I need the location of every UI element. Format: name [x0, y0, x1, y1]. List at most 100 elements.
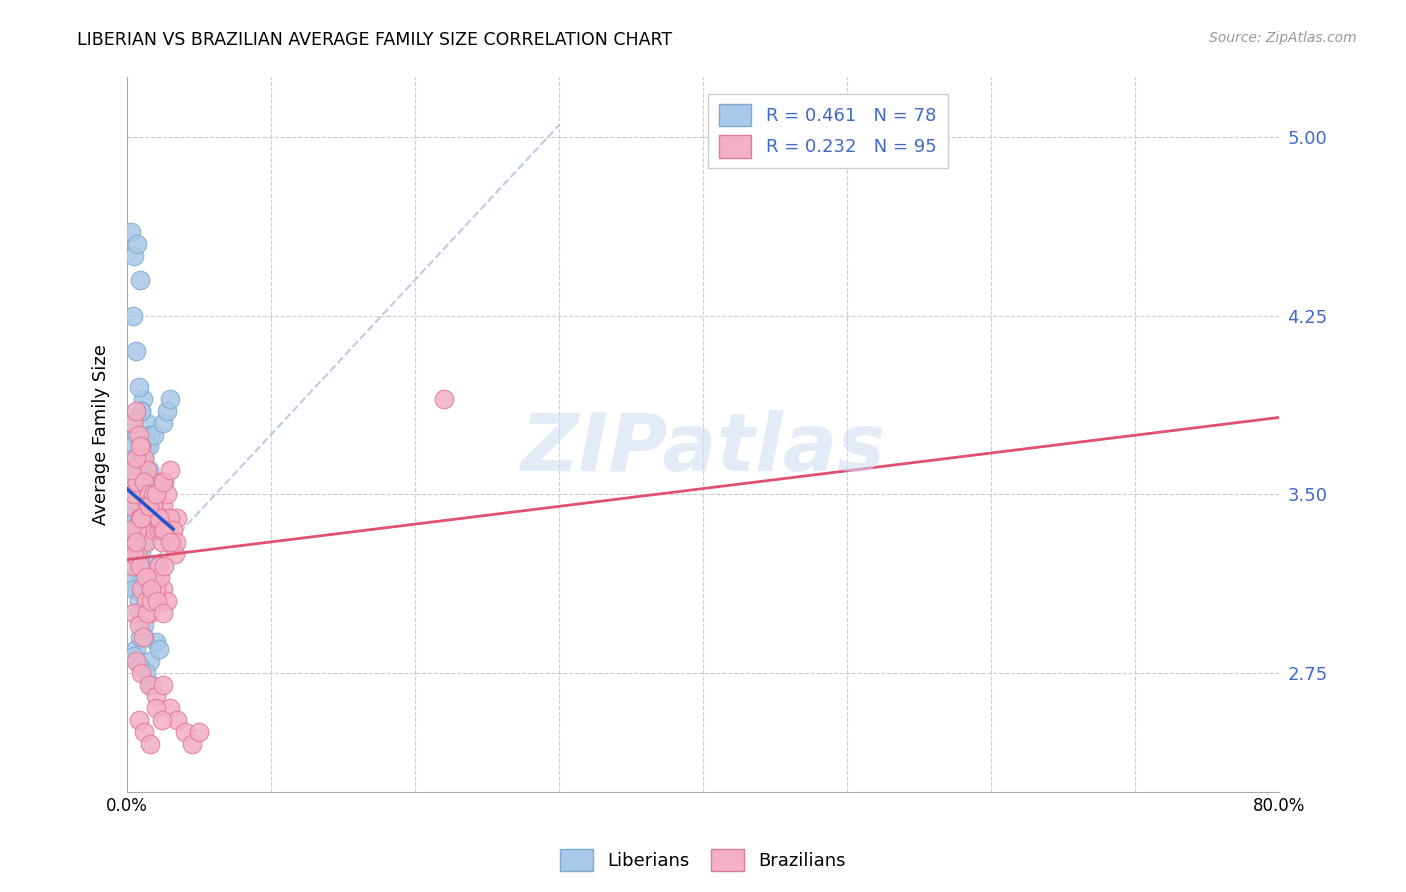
- Point: [129, 273, 152, 287]
- Point: [148, 523, 170, 537]
- Point: [136, 499, 159, 513]
- Point: [128, 463, 150, 477]
- Point: [121, 558, 143, 573]
- Point: [134, 475, 156, 490]
- Point: [143, 570, 166, 584]
- Point: [124, 511, 146, 525]
- Point: [134, 451, 156, 466]
- Point: [124, 487, 146, 501]
- Y-axis label: Average Family Size: Average Family Size: [93, 344, 110, 525]
- Point: [120, 440, 142, 454]
- Point: [120, 523, 142, 537]
- Point: [146, 558, 169, 573]
- Point: [166, 511, 188, 525]
- Point: [138, 499, 160, 513]
- Point: [125, 237, 148, 252]
- Point: [122, 570, 145, 584]
- Point: [129, 630, 152, 644]
- Point: [155, 511, 177, 525]
- Point: [124, 451, 146, 466]
- Point: [128, 427, 150, 442]
- Point: [149, 570, 172, 584]
- Point: [121, 511, 143, 525]
- Point: [150, 523, 173, 537]
- Point: [150, 534, 173, 549]
- Point: [149, 475, 172, 490]
- Point: [433, 392, 456, 406]
- Point: [125, 427, 148, 442]
- Point: [145, 487, 167, 501]
- Point: [146, 594, 169, 608]
- Point: [125, 582, 148, 597]
- Point: [131, 440, 153, 454]
- Point: [122, 547, 145, 561]
- Point: [134, 475, 156, 490]
- Point: [122, 582, 145, 597]
- Point: [131, 511, 153, 525]
- Point: [128, 618, 150, 632]
- Point: [118, 487, 141, 501]
- Point: [143, 427, 166, 442]
- Point: [132, 630, 155, 644]
- Point: [128, 523, 150, 537]
- Point: [156, 403, 179, 417]
- Point: [142, 499, 165, 513]
- Point: [141, 594, 163, 608]
- Point: [157, 523, 180, 537]
- Point: [121, 475, 143, 490]
- Text: Source: ZipAtlas.com: Source: ZipAtlas.com: [1209, 31, 1357, 45]
- Point: [166, 713, 188, 727]
- Point: [125, 463, 148, 477]
- Point: [121, 416, 143, 430]
- Point: [120, 499, 142, 513]
- Point: [138, 499, 160, 513]
- Point: [129, 440, 152, 454]
- Point: [129, 558, 152, 573]
- Point: [139, 427, 162, 442]
- Point: [124, 344, 146, 359]
- Point: [152, 499, 174, 513]
- Point: [165, 534, 187, 549]
- Point: [156, 594, 179, 608]
- Text: LIBERIAN VS BRAZILIAN AVERAGE FAMILY SIZE CORRELATION CHART: LIBERIAN VS BRAZILIAN AVERAGE FAMILY SIZ…: [77, 31, 672, 49]
- Point: [132, 523, 155, 537]
- Point: [131, 451, 153, 466]
- Point: [128, 713, 150, 727]
- Point: [180, 737, 202, 751]
- Point: [120, 534, 142, 549]
- Point: [162, 523, 184, 537]
- Point: [141, 582, 163, 597]
- Point: [118, 499, 141, 513]
- Point: [136, 499, 159, 513]
- Point: [135, 534, 157, 549]
- Point: [118, 534, 141, 549]
- Point: [125, 523, 148, 537]
- Point: [121, 547, 143, 561]
- Point: [156, 487, 179, 501]
- Point: [159, 392, 181, 406]
- Point: [134, 725, 156, 739]
- Point: [173, 725, 195, 739]
- Text: ZIPatlas: ZIPatlas: [520, 409, 886, 488]
- Point: [153, 523, 176, 537]
- Point: [124, 641, 146, 656]
- Point: [136, 416, 159, 430]
- Point: [145, 582, 167, 597]
- Point: [124, 511, 146, 525]
- Point: [120, 558, 142, 573]
- Point: [150, 713, 173, 727]
- Point: [135, 665, 157, 680]
- Point: [129, 511, 152, 525]
- Point: [135, 534, 157, 549]
- Point: [122, 249, 145, 263]
- Point: [152, 677, 174, 691]
- Point: [145, 511, 167, 525]
- Point: [145, 634, 167, 648]
- Point: [141, 677, 163, 691]
- Point: [148, 523, 170, 537]
- Point: [129, 658, 152, 673]
- Legend: Liberians, Brazilians: Liberians, Brazilians: [553, 842, 853, 879]
- Point: [138, 440, 160, 454]
- Point: [148, 641, 170, 656]
- Point: [136, 463, 159, 477]
